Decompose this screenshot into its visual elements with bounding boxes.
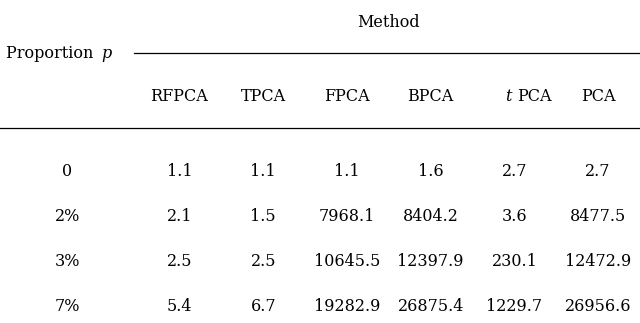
Text: 10645.5: 10645.5 xyxy=(314,253,380,270)
Text: 1.1: 1.1 xyxy=(250,163,276,180)
Text: Proportion: Proportion xyxy=(6,45,99,62)
Text: 8404.2: 8404.2 xyxy=(403,208,459,225)
Text: 0: 0 xyxy=(62,163,72,180)
Text: BPCA: BPCA xyxy=(408,89,454,105)
Text: Method: Method xyxy=(358,14,420,31)
Text: 2.5: 2.5 xyxy=(250,253,276,270)
Text: PCA: PCA xyxy=(518,89,552,105)
Text: 1.6: 1.6 xyxy=(418,163,444,180)
Text: RFPCA: RFPCA xyxy=(150,89,209,105)
Text: 1.1: 1.1 xyxy=(334,163,360,180)
Text: TPCA: TPCA xyxy=(241,89,286,105)
Text: 7968.1: 7968.1 xyxy=(319,208,375,225)
Text: 6.7: 6.7 xyxy=(250,298,276,315)
Text: 2.1: 2.1 xyxy=(166,208,192,225)
Text: 2.7: 2.7 xyxy=(586,163,611,180)
Text: 1.5: 1.5 xyxy=(250,208,276,225)
Text: 2.7: 2.7 xyxy=(502,163,527,180)
Text: 19282.9: 19282.9 xyxy=(314,298,380,315)
Text: 8477.5: 8477.5 xyxy=(570,208,627,225)
Text: 3%: 3% xyxy=(54,253,80,270)
Text: 2.5: 2.5 xyxy=(166,253,192,270)
Text: p: p xyxy=(101,45,111,62)
Text: 1.1: 1.1 xyxy=(166,163,192,180)
Text: 26956.6: 26956.6 xyxy=(565,298,632,315)
Text: FPCA: FPCA xyxy=(324,89,370,105)
Text: 3.6: 3.6 xyxy=(502,208,527,225)
Text: 2%: 2% xyxy=(54,208,80,225)
Text: PCA: PCA xyxy=(581,89,616,105)
Text: 12397.9: 12397.9 xyxy=(397,253,464,270)
Text: 1229.7: 1229.7 xyxy=(486,298,543,315)
Text: 26875.4: 26875.4 xyxy=(397,298,464,315)
Text: 12472.9: 12472.9 xyxy=(565,253,631,270)
Text: 230.1: 230.1 xyxy=(492,253,538,270)
Text: 5.4: 5.4 xyxy=(166,298,192,315)
Text: 7%: 7% xyxy=(54,298,80,315)
Text: t: t xyxy=(505,89,511,105)
